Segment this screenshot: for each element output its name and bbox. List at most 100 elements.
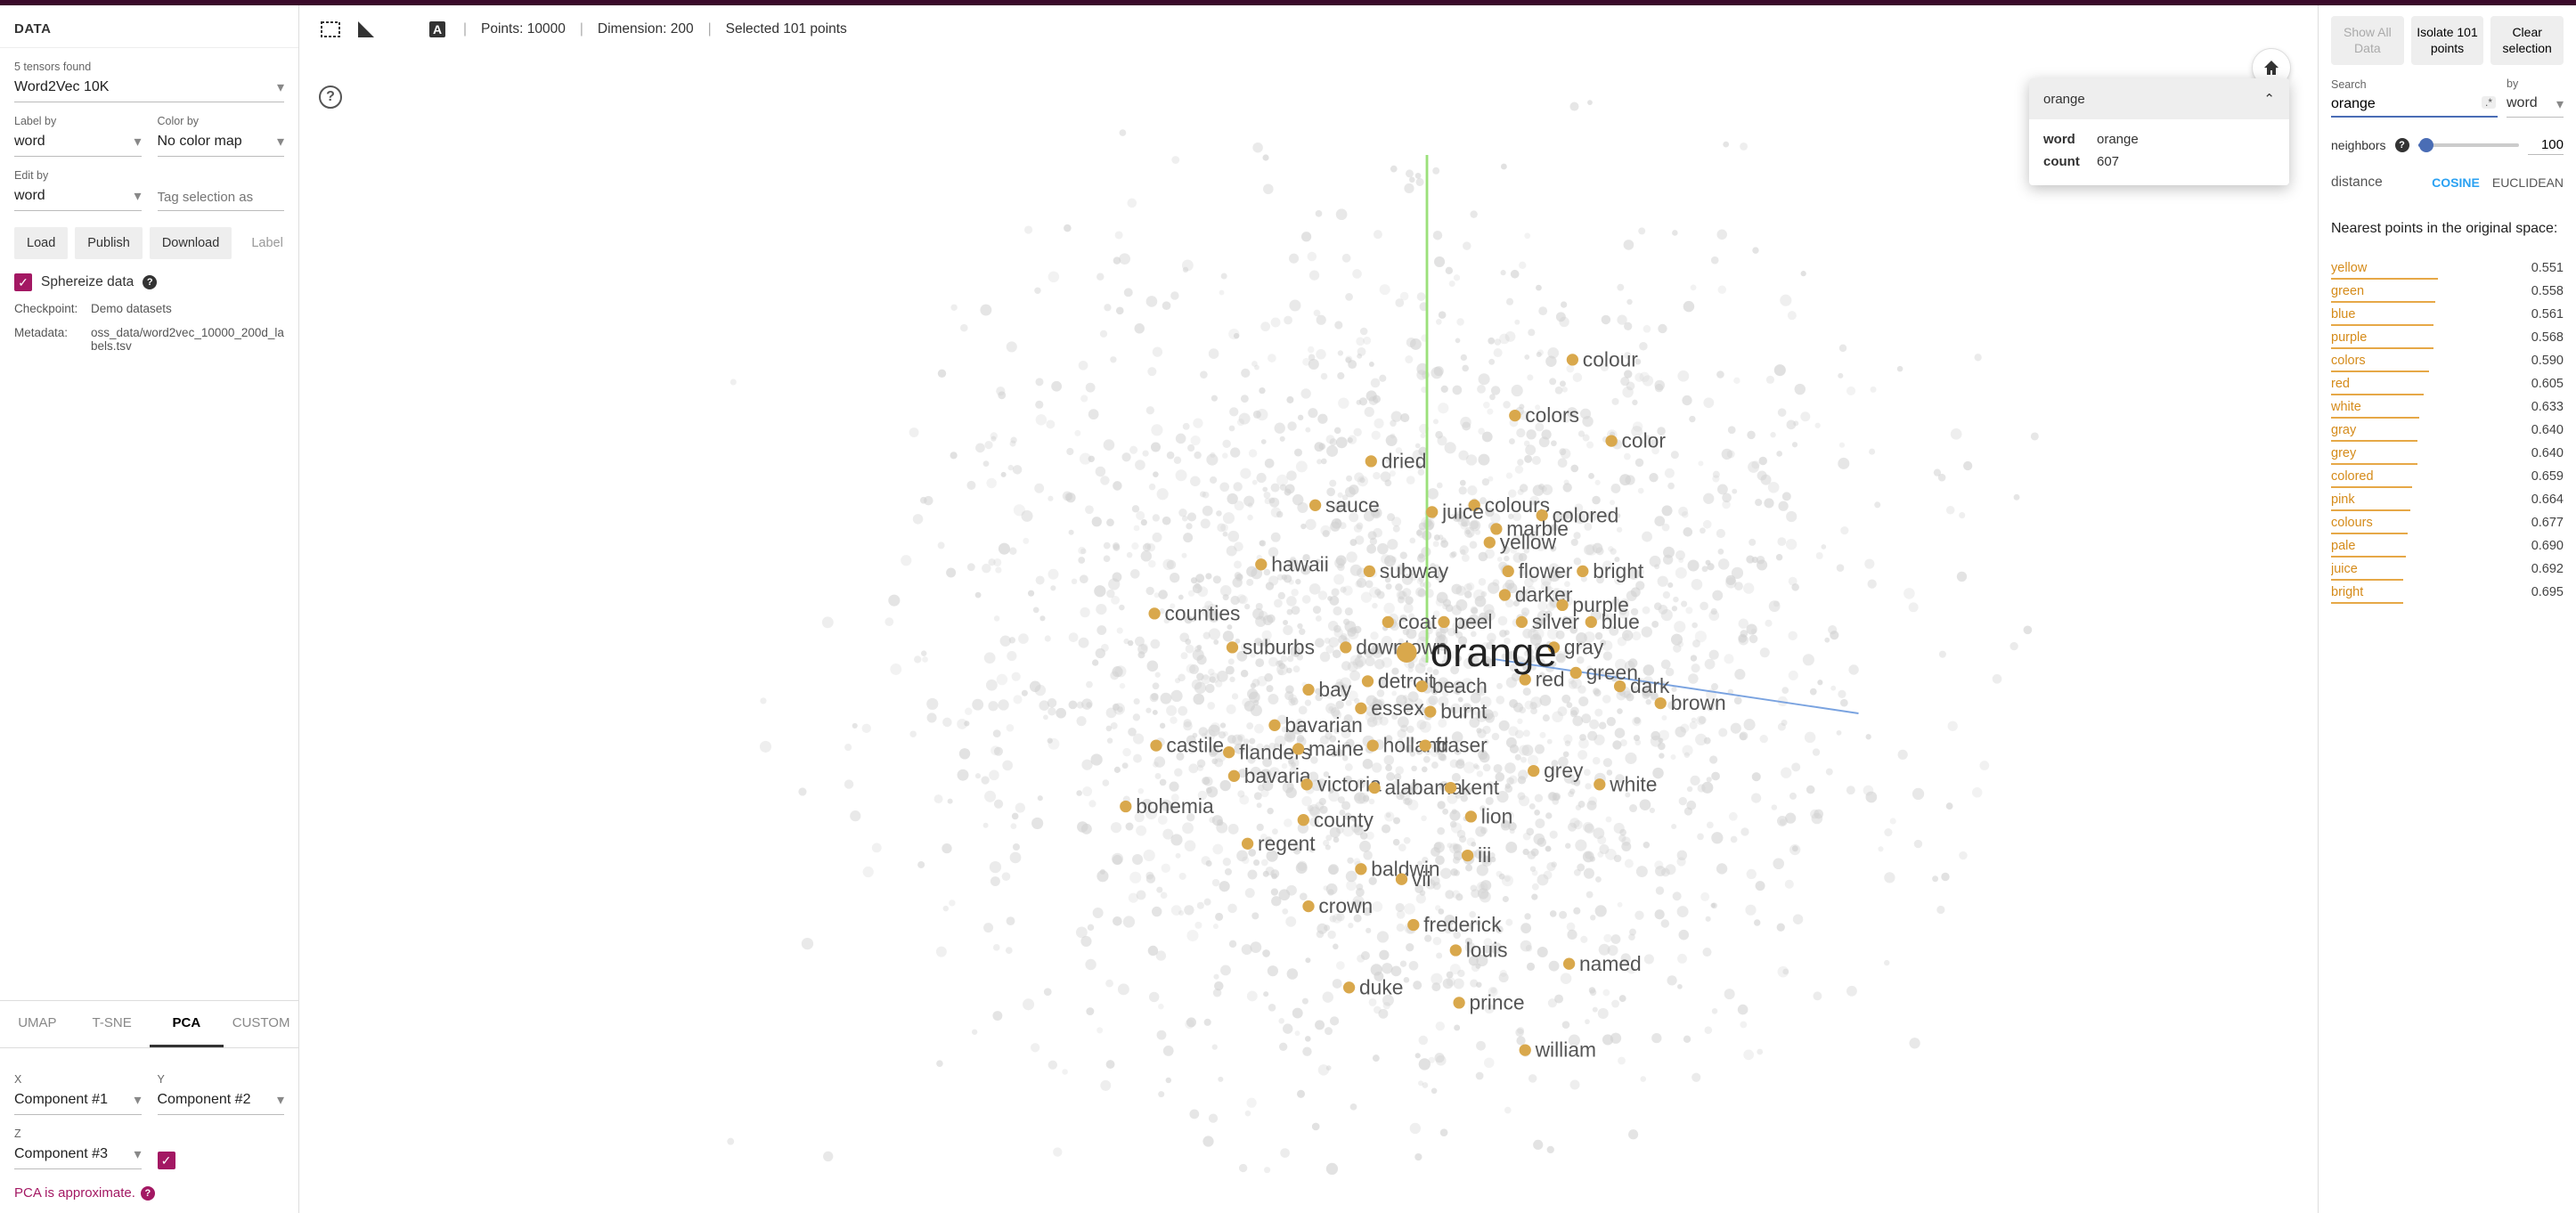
svg-text:maine: maine — [1308, 737, 1364, 761]
color-by-label: Color by — [158, 115, 285, 127]
svg-text:suburbs: suburbs — [1243, 636, 1315, 659]
clear-selection-button[interactable]: Clear selection — [2490, 16, 2564, 65]
distance-label: distance — [2331, 175, 2383, 191]
load-button[interactable]: Load — [14, 227, 68, 259]
pca-z-checkbox[interactable]: ✓ — [158, 1152, 175, 1169]
color-by-select[interactable]: No color map ▾ — [158, 129, 285, 157]
tooltip-value: 607 — [2097, 154, 2119, 169]
svg-text:bavarian: bavarian — [1284, 713, 1362, 737]
pca-x-label: X — [14, 1073, 142, 1086]
label-by-select[interactable]: word ▾ — [14, 129, 142, 157]
search-by-select[interactable]: word ▾ — [2507, 92, 2564, 118]
pca-z-select[interactable]: Component #3 ▾ — [14, 1142, 142, 1169]
nearest-point-item[interactable]: grey0.640 — [2331, 442, 2564, 465]
tag-input[interactable] — [158, 184, 285, 211]
nearest-point-item[interactable]: bright0.695 — [2331, 581, 2564, 604]
help-icon[interactable]: ? — [2395, 138, 2409, 152]
data-title: DATA — [0, 5, 298, 48]
svg-text:william: william — [1535, 1038, 1596, 1062]
chevron-down-icon: ▾ — [134, 1091, 141, 1109]
pca-z-value: Component #3 — [14, 1146, 108, 1162]
publish-button[interactable]: Publish — [75, 227, 143, 259]
pca-note: PCA is approximate. — [14, 1185, 135, 1201]
chevron-down-icon: ▾ — [277, 78, 284, 96]
scatter-plot[interactable]: colourcolorscolordriedcolourscoloredsauc… — [317, 53, 2300, 1204]
chevron-down-icon: ▾ — [277, 1091, 284, 1109]
checkpoint-label: Checkpoint: — [14, 302, 84, 315]
chevron-down-icon: ▾ — [134, 133, 141, 151]
tooltip-value: orange — [2097, 132, 2139, 147]
pca-x-select[interactable]: Component #1 ▾ — [14, 1087, 142, 1115]
neighbors-value[interactable] — [2528, 135, 2564, 155]
color-by-value: No color map — [158, 134, 242, 150]
help-icon[interactable]: ? — [141, 1186, 155, 1201]
night-mode-icon[interactable] — [390, 18, 413, 41]
svg-text:bright: bright — [1593, 559, 1644, 582]
search-input[interactable] — [2331, 93, 2498, 118]
svg-text:white: white — [1609, 772, 1657, 795]
svg-text:brown: brown — [1671, 691, 1726, 714]
nearest-point-item[interactable]: juice0.692 — [2331, 558, 2564, 581]
label-button[interactable]: Label — [239, 227, 295, 259]
nearest-point-item[interactable]: colors0.590 — [2331, 349, 2564, 372]
nearest-point-item[interactable]: purple0.568 — [2331, 326, 2564, 349]
svg-text:sauce: sauce — [1325, 493, 1380, 517]
svg-text:crown: crown — [1318, 894, 1373, 917]
svg-text:essex: essex — [1371, 696, 1424, 720]
svg-text:bay: bay — [1318, 678, 1351, 701]
neighbors-slider[interactable] — [2418, 143, 2520, 147]
tab-umap[interactable]: UMAP — [0, 1001, 75, 1047]
svg-text:duke: duke — [1359, 975, 1403, 998]
svg-text:gray: gray — [1564, 636, 1604, 659]
show-all-button[interactable]: Show All Data — [2331, 16, 2404, 65]
separator: | — [708, 21, 712, 37]
select-rect-icon[interactable] — [319, 18, 342, 41]
download-button[interactable]: Download — [150, 227, 232, 259]
pca-x-value: Component #1 — [14, 1092, 108, 1108]
nearest-point-item[interactable]: yellow0.551 — [2331, 256, 2564, 280]
cosine-option[interactable]: COSINE — [2432, 175, 2480, 190]
brightness-icon[interactable] — [355, 18, 378, 41]
nearest-point-item[interactable]: white0.633 — [2331, 395, 2564, 419]
labels-icon[interactable]: A — [426, 18, 449, 41]
nearest-point-item[interactable]: colours0.677 — [2331, 511, 2564, 534]
selected-stat: Selected 101 points — [726, 21, 847, 37]
tab-pca[interactable]: PCA — [150, 1001, 224, 1047]
edit-by-label: Edit by — [14, 169, 142, 182]
pca-y-select[interactable]: Component #2 ▾ — [158, 1087, 285, 1115]
nearest-point-item[interactable]: colored0.659 — [2331, 465, 2564, 488]
edit-by-select[interactable]: word ▾ — [14, 183, 142, 211]
nearest-points-list: yellow0.551green0.558blue0.561purple0.56… — [2331, 256, 2564, 1204]
svg-text:colour: colour — [1583, 348, 1638, 371]
nearest-point-item[interactable]: green0.558 — [2331, 280, 2564, 303]
isolate-button[interactable]: Isolate 101 points — [2411, 16, 2484, 65]
chevron-up-icon[interactable]: ⌃ — [2263, 91, 2275, 107]
svg-text:grey: grey — [1544, 759, 1584, 782]
nearest-point-item[interactable]: red0.605 — [2331, 372, 2564, 395]
sphereize-checkbox[interactable]: ✓ — [14, 273, 32, 291]
tab-t-sne[interactable]: T-SNE — [75, 1001, 150, 1047]
svg-text:juice: juice — [1441, 501, 1484, 524]
euclidean-option[interactable]: EUCLIDEAN — [2492, 175, 2564, 190]
chevron-down-icon: ▾ — [134, 187, 141, 205]
svg-text:fraser: fraser — [1436, 734, 1488, 757]
help-icon[interactable]: ? — [143, 275, 157, 289]
svg-text:regent: regent — [1258, 832, 1316, 855]
svg-text:blue: blue — [1602, 610, 1640, 633]
svg-text:louis: louis — [1466, 939, 1508, 962]
svg-text:flower: flower — [1519, 559, 1573, 582]
nearest-point-item[interactable]: pink0.664 — [2331, 488, 2564, 511]
svg-text:marble: marble — [1506, 517, 1569, 541]
by-label: by — [2507, 77, 2564, 90]
dataset-select[interactable]: Word2Vec 10K ▾ — [14, 75, 284, 102]
svg-text:burnt: burnt — [1440, 700, 1488, 723]
nearest-point-item[interactable]: gray0.640 — [2331, 419, 2564, 442]
svg-text:orange: orange — [1431, 630, 1557, 675]
edit-by-value: word — [14, 188, 45, 204]
svg-text:county: county — [1314, 808, 1374, 831]
svg-text:bohemia: bohemia — [1136, 794, 1214, 818]
tab-custom[interactable]: CUSTOM — [224, 1001, 298, 1047]
label-by-value: word — [14, 134, 45, 150]
nearest-point-item[interactable]: blue0.561 — [2331, 303, 2564, 326]
nearest-point-item[interactable]: pale0.690 — [2331, 534, 2564, 558]
